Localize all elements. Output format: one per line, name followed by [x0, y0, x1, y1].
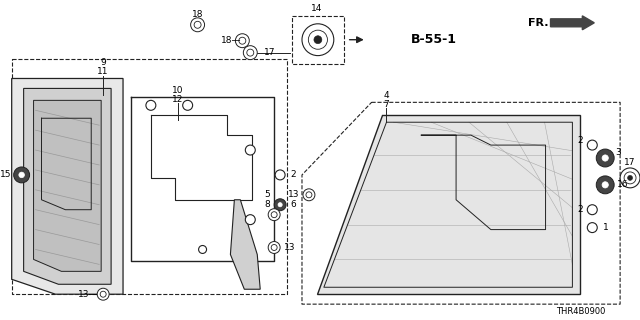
Circle shape: [247, 49, 254, 56]
Circle shape: [602, 155, 609, 161]
FancyArrow shape: [550, 16, 595, 30]
Circle shape: [245, 215, 255, 225]
Text: 17: 17: [624, 158, 636, 167]
Circle shape: [268, 209, 280, 221]
Polygon shape: [12, 78, 123, 294]
Circle shape: [624, 172, 636, 184]
Text: 17: 17: [264, 48, 276, 57]
Circle shape: [13, 167, 29, 183]
Circle shape: [97, 288, 109, 300]
Circle shape: [274, 199, 286, 211]
Text: 9: 9: [100, 58, 106, 67]
Circle shape: [628, 175, 632, 180]
Circle shape: [198, 245, 207, 253]
Text: FR.: FR.: [528, 18, 548, 28]
Text: 13: 13: [287, 190, 299, 199]
Text: 15: 15: [0, 171, 12, 180]
Circle shape: [245, 145, 255, 155]
Circle shape: [314, 36, 322, 44]
Circle shape: [191, 18, 205, 32]
Polygon shape: [24, 88, 111, 284]
Circle shape: [588, 223, 597, 233]
Circle shape: [596, 149, 614, 167]
Circle shape: [146, 100, 156, 110]
Circle shape: [302, 24, 334, 56]
Circle shape: [100, 291, 106, 297]
Circle shape: [236, 34, 250, 48]
Text: 13: 13: [284, 243, 296, 252]
Circle shape: [182, 100, 193, 110]
Polygon shape: [317, 115, 580, 294]
Text: 10: 10: [172, 86, 184, 95]
Bar: [292, 16, 344, 64]
Circle shape: [588, 140, 597, 150]
Text: 8: 8: [264, 200, 270, 209]
Circle shape: [275, 170, 285, 180]
Text: 2: 2: [578, 205, 583, 214]
Text: 2: 2: [578, 136, 583, 145]
Text: 1: 1: [604, 223, 609, 232]
Circle shape: [303, 189, 315, 201]
Text: 3: 3: [615, 148, 621, 156]
Text: THR4B0900: THR4B0900: [556, 307, 605, 316]
Circle shape: [602, 182, 609, 188]
Text: 16: 16: [617, 180, 628, 189]
Polygon shape: [230, 200, 260, 289]
Text: 12: 12: [172, 95, 184, 104]
Text: 5: 5: [264, 190, 270, 199]
Text: 18: 18: [192, 10, 204, 19]
Text: 11: 11: [97, 67, 109, 76]
Circle shape: [268, 242, 280, 253]
Text: 18—: 18—: [220, 36, 241, 45]
Circle shape: [239, 37, 246, 44]
Text: 7: 7: [383, 100, 389, 109]
Text: B-55-1: B-55-1: [412, 33, 458, 46]
Text: 2: 2: [290, 171, 296, 180]
Circle shape: [19, 172, 24, 178]
Text: 4: 4: [383, 91, 389, 100]
Circle shape: [271, 212, 277, 218]
Circle shape: [306, 192, 312, 198]
Circle shape: [596, 176, 614, 194]
Circle shape: [278, 203, 282, 207]
Circle shape: [308, 30, 328, 49]
Polygon shape: [33, 100, 101, 271]
Circle shape: [243, 46, 257, 60]
Text: 13—: 13—: [77, 290, 98, 299]
Circle shape: [194, 21, 201, 28]
Circle shape: [271, 244, 277, 251]
Text: 14: 14: [311, 4, 323, 13]
Circle shape: [588, 205, 597, 215]
Circle shape: [620, 168, 640, 188]
Text: 6: 6: [290, 200, 296, 209]
